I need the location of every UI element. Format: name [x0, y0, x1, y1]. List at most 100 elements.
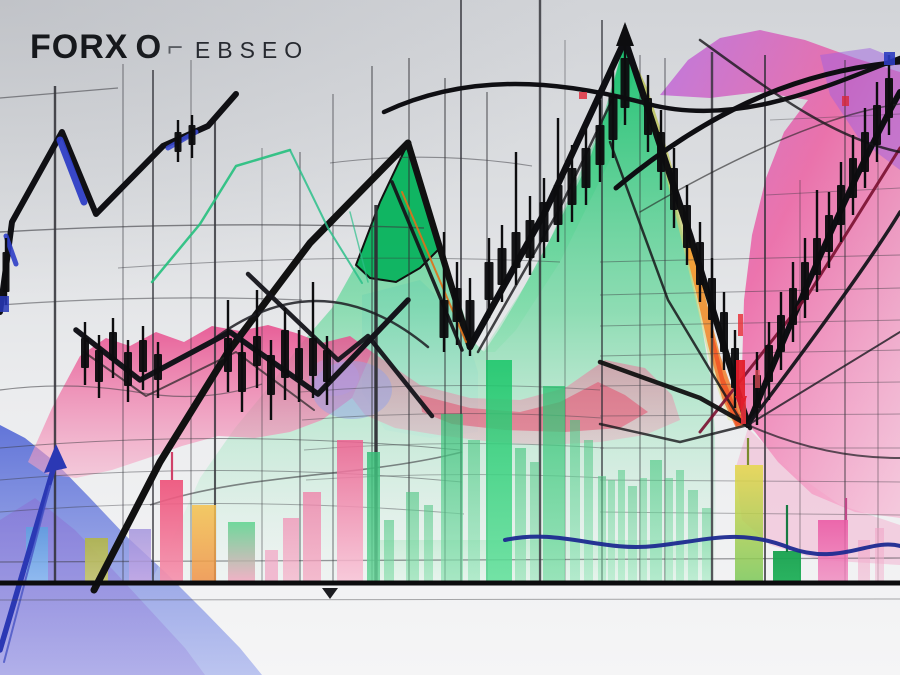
candle-body: [801, 262, 809, 300]
volume-bar: [337, 440, 363, 581]
red-core: [420, 382, 648, 432]
volume-bar: [676, 470, 684, 581]
trend-line: [747, 331, 900, 426]
trend-line: [390, 180, 464, 352]
marker: [579, 92, 587, 99]
candle-body: [295, 348, 303, 380]
marker: [842, 96, 849, 106]
candle-body: [670, 168, 678, 210]
candle-body: [620, 58, 630, 108]
candle-body: [465, 300, 475, 340]
grid-line-horizontal: [0, 383, 263, 398]
volume-bar: [406, 492, 419, 581]
candle-body: [813, 238, 821, 275]
candle-body: [281, 330, 289, 378]
grid-line-horizontal: [599, 319, 900, 327]
axis-subline: [0, 598, 900, 601]
trend-line: [747, 424, 900, 459]
candle-body: [567, 168, 577, 205]
volume-bar: [160, 480, 183, 581]
trend-line: [0, 91, 239, 315]
volume-bar: [424, 505, 433, 581]
trend-line: [3, 233, 19, 267]
candle-body: [644, 98, 652, 135]
volume-bar: [303, 492, 321, 581]
candle-body: [873, 105, 881, 145]
candle-body: [765, 345, 773, 382]
candlesticks: [2, 25, 893, 425]
volume-bar: [650, 460, 662, 581]
volume-bar: [543, 386, 565, 581]
candle-body: [81, 338, 89, 368]
trend-line: [0, 457, 59, 653]
purple-left-overlay: [0, 498, 205, 675]
markers: [0, 22, 895, 599]
candle-body: [777, 315, 785, 352]
candle-body: [124, 352, 132, 386]
volume-bar: [584, 440, 593, 581]
volume-bar: [608, 480, 615, 581]
volume-bar: [530, 462, 539, 581]
descent-candles: [644, 75, 739, 408]
volume-bar: [618, 470, 625, 581]
grid-line-horizontal: [0, 469, 463, 483]
candle-body: [825, 215, 833, 252]
trend-line: [597, 359, 751, 428]
grid-line-horizontal: [0, 297, 303, 306]
volume-bar: [515, 448, 526, 581]
candle-body: [452, 288, 462, 322]
volume-bar: [384, 520, 394, 581]
candle-body: [683, 205, 691, 248]
volume-bar: [265, 550, 278, 581]
candle-body: [2, 252, 10, 292]
marker: [741, 398, 746, 424]
candle-body: [539, 202, 549, 242]
orange-wedge: [686, 242, 748, 428]
volume-bar: [628, 486, 637, 581]
trend-line: [613, 59, 900, 191]
trend-line: [349, 211, 369, 283]
candle-body: [708, 278, 716, 320]
page-title: FORX O ⌐ EBSEO: [30, 28, 309, 67]
trend-line: [598, 422, 750, 444]
volume-bar: [486, 360, 512, 581]
candle-body: [439, 300, 449, 338]
marker: [736, 360, 745, 396]
candle-body: [696, 242, 704, 285]
candle-body: [837, 185, 845, 225]
pink-bottom-right: [735, 428, 900, 565]
volume-bar: [367, 452, 380, 581]
candle-body: [789, 288, 797, 325]
volume-bar: [688, 490, 698, 581]
trend-line: [608, 140, 744, 425]
pink-mound-candles: [81, 282, 331, 420]
candle-body: [95, 350, 103, 382]
candle-body: [720, 312, 728, 352]
pink-right: [660, 30, 900, 518]
x-axis: [0, 580, 900, 601]
grid-line-horizontal: [0, 224, 425, 233]
volume-bar: [773, 551, 801, 581]
trend-line: [73, 297, 411, 397]
candle-body: [309, 338, 317, 376]
candle-body: [238, 352, 246, 392]
trend-line: [698, 38, 900, 154]
grid-line-horizontal: [329, 156, 533, 167]
candle-body: [849, 158, 857, 198]
grid-line-horizontal: [0, 87, 119, 99]
trend-line: [746, 210, 900, 427]
candle-body: [323, 350, 331, 382]
arrowhead-marker: [735, 396, 747, 412]
volume-bar: [441, 414, 463, 581]
candle-body: [224, 338, 232, 372]
subtitle-text: EBSEO: [194, 37, 310, 63]
candle-body: [885, 78, 893, 118]
trend-line: [204, 299, 430, 349]
brand-text: FORX: [30, 28, 129, 66]
arrowhead-marker: [44, 444, 67, 473]
grid-line-horizontal: [599, 349, 900, 357]
grid-line-horizontal: [0, 437, 461, 451]
candle-body: [511, 232, 521, 268]
volume-bar: [598, 476, 606, 581]
